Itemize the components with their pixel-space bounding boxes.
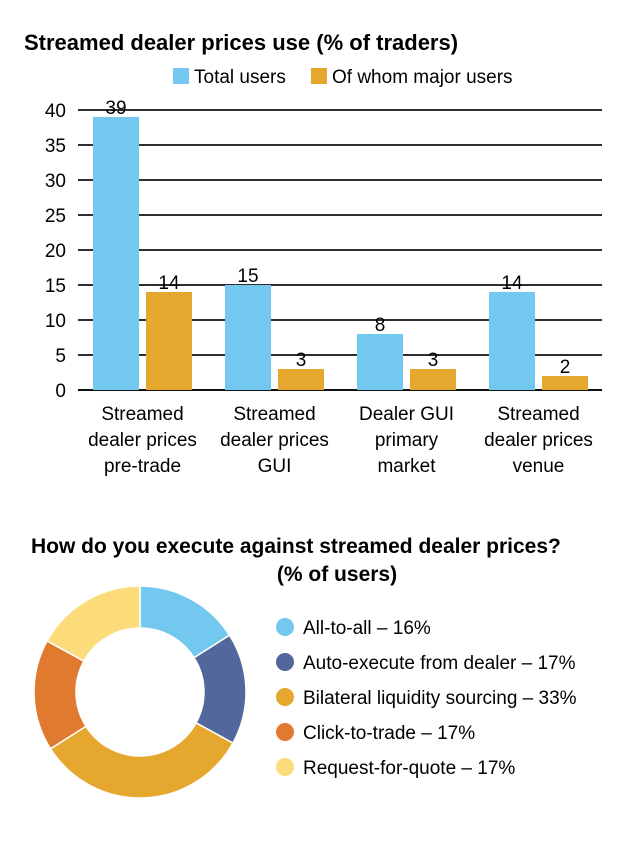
- bar-0-0: [93, 117, 139, 390]
- x-tick-label-3-0: Streamed: [497, 404, 579, 425]
- donut-legend-marker-0: [276, 618, 294, 636]
- donut-chart-title-line-2: (% of users): [277, 563, 397, 586]
- x-tick-label-0-1: dealer prices: [88, 430, 197, 451]
- bar-1-1: [278, 369, 324, 390]
- x-tick-label-3-1: dealer prices: [484, 430, 593, 451]
- y-tick-label-0: 0: [55, 381, 66, 402]
- data-label-0-1: 15: [237, 266, 258, 287]
- bar-0-3: [489, 292, 535, 390]
- bar-chart-y-axis: 0 5 10 15 20 25 30 35 40: [45, 101, 66, 402]
- legend-swatch-1: [311, 68, 327, 84]
- bar-chart: Streamed dealer prices use (% of traders…: [24, 30, 602, 477]
- x-tick-label-3-2: venue: [513, 456, 565, 477]
- x-tick-label-2-0: Dealer GUI: [359, 404, 454, 425]
- data-label-1-2: 3: [428, 350, 439, 371]
- y-tick-label-40: 40: [45, 101, 66, 122]
- data-label-0-0: 39: [105, 98, 126, 119]
- bar-0-1: [225, 285, 271, 390]
- x-tick-label-1-0: Streamed: [233, 404, 315, 425]
- y-tick-label-30: 30: [45, 171, 66, 192]
- bar-chart-x-axis: Streamed dealer prices pre-trade Streamed de…: [88, 404, 593, 477]
- data-label-0-3: 14: [501, 273, 523, 294]
- bar-1-3: [542, 376, 588, 390]
- x-tick-label-0-0: Streamed: [101, 404, 183, 425]
- donut-chart-legend: All-to-all – 16% Auto-execute from dealer…: [276, 618, 577, 779]
- legend-label-1: Of whom major users: [332, 67, 513, 88]
- legend-label-0: Total users: [194, 67, 286, 88]
- y-tick-label-25: 25: [45, 206, 66, 227]
- donut-legend-marker-4: [276, 758, 294, 776]
- x-tick-label-2-2: market: [377, 456, 436, 477]
- donut-legend-label-0: All-to-all – 16%: [303, 618, 431, 639]
- donut-chart-slices: [33, 585, 247, 799]
- y-tick-label-35: 35: [45, 136, 66, 157]
- legend-swatch-0: [173, 68, 189, 84]
- donut-chart: How do you execute against streamed deal…: [31, 535, 577, 799]
- y-tick-label-20: 20: [45, 241, 66, 262]
- donut-slice-4: [46, 585, 141, 663]
- donut-legend-marker-2: [276, 688, 294, 706]
- bar-chart-bars: [93, 117, 588, 390]
- x-tick-label-0-2: pre-trade: [104, 456, 181, 477]
- data-label-1-1: 3: [296, 350, 307, 371]
- bar-chart-title: Streamed dealer prices use (% of traders…: [24, 30, 458, 55]
- bar-1-0: [146, 292, 192, 390]
- bar-chart-legend: Total users Of whom major users: [173, 67, 513, 88]
- donut-legend-label-1: Auto-execute from dealer – 17%: [303, 653, 576, 674]
- y-tick-label-5: 5: [55, 346, 66, 367]
- donut-legend-label-4: Request-for-quote – 17%: [303, 758, 515, 779]
- donut-legend-marker-3: [276, 723, 294, 741]
- bar-1-2: [410, 369, 456, 390]
- y-tick-label-15: 15: [45, 276, 66, 297]
- donut-legend-label-3: Click-to-trade – 17%: [303, 723, 475, 744]
- donut-legend-label-2: Bilateral liquidity sourcing – 33%: [303, 688, 577, 709]
- x-tick-label-1-1: dealer prices: [220, 430, 329, 451]
- y-tick-label-10: 10: [45, 311, 66, 332]
- x-tick-label-1-2: GUI: [258, 456, 292, 477]
- bar-0-2: [357, 334, 403, 390]
- data-label-0-2: 8: [375, 315, 386, 336]
- donut-slice-2: [49, 721, 234, 799]
- data-label-1-3: 2: [560, 357, 571, 378]
- x-tick-label-2-1: primary: [375, 430, 439, 451]
- donut-legend-marker-1: [276, 653, 294, 671]
- bar-chart-data-labels: 39 14 15 3 8 3 14 2: [105, 98, 570, 378]
- donut-chart-title-line-1: How do you execute against streamed deal…: [31, 535, 561, 558]
- data-label-1-0: 14: [158, 273, 180, 294]
